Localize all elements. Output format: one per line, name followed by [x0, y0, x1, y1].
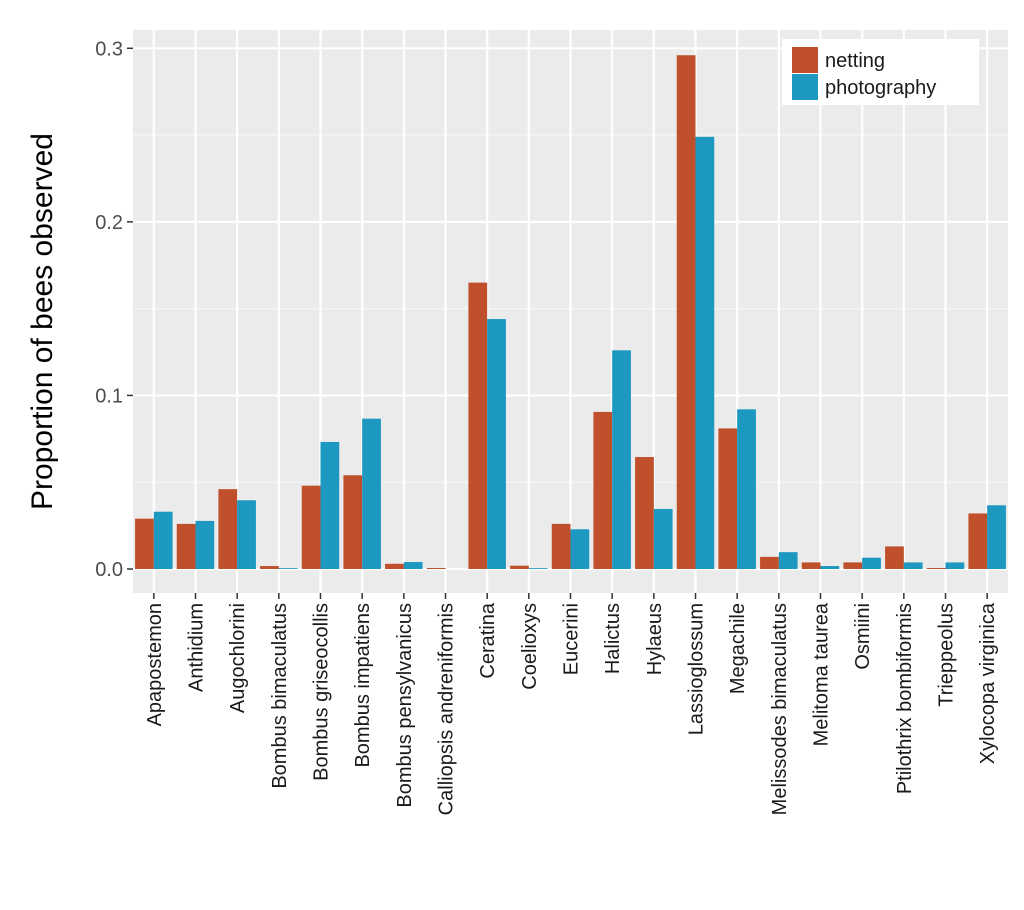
legend: netting photography [782, 39, 979, 105]
x-tick-label: Lassioglossum [686, 603, 708, 735]
x-tick-label: Bombus griseocollis [311, 603, 333, 781]
bar-netting-bombus-bimaculatus [260, 566, 279, 569]
y-tick-label: 0.1 [95, 385, 123, 407]
bar-photography-ceratina [487, 319, 506, 569]
x-tick-label: Anthidium [186, 603, 208, 692]
bar-netting-megachile [718, 428, 738, 569]
bar-netting-eucerini [551, 523, 571, 569]
bar-photography-bombus-griseocollis [320, 441, 340, 569]
bar-photography-hylaeus [653, 508, 673, 569]
bar-photography-augochlorini [237, 500, 256, 569]
x-tick-label: Osmiini [852, 603, 874, 670]
x-tick-label: Megachile [727, 603, 749, 694]
x-tick-label: Coelioxys [519, 603, 541, 690]
bar-photography-megachile [737, 409, 756, 569]
bar-netting-trieppeolus [926, 567, 946, 569]
legend-label-netting: netting [825, 50, 885, 72]
bar-photography-bombus-impatiens [362, 418, 381, 569]
y-tick-label: 0.3 [95, 38, 123, 60]
x-tick-label: Eucerini [561, 603, 583, 675]
y-axis: 0.0 0.1 0.2 0.3 [95, 38, 133, 581]
bar-photography-bombus-bimaculatus [278, 568, 298, 569]
legend-key-netting [792, 47, 818, 73]
bar-netting-bombus-impatiens [343, 475, 363, 569]
x-tick-label: Hylaeus [644, 603, 666, 675]
y-tick-label: 0.0 [95, 559, 123, 581]
x-tick-label: Bombus impatiens [352, 603, 374, 768]
x-tick-label: Augochlorini [227, 603, 249, 713]
bar-photography-ptilothrix-bombiformis [903, 562, 923, 569]
bar-photography-halictus [612, 350, 631, 569]
x-tick-label: Bombus pensylvanicus [394, 603, 416, 808]
x-tick-label: Calliopsis andreniformis [436, 603, 458, 815]
x-tick-label: Halictus [602, 603, 624, 674]
bar-netting-hylaeus [635, 457, 654, 569]
bar-photography-osmiini [862, 557, 881, 569]
bar-netting-apapostemon [135, 518, 154, 569]
legend-key-photography [792, 74, 818, 100]
bar-photography-lassioglossum [695, 136, 715, 569]
x-axis: Apapostemon Anthidium Augochlorini Bombus b… [144, 593, 999, 815]
x-tick-label: Apapostemon [144, 603, 166, 726]
bar-photography-melissodes-bimaculatus [778, 552, 798, 569]
bar-netting-lassioglossum [676, 55, 696, 570]
bar-netting-osmiini [843, 562, 863, 569]
bar-photography-bombus-pensylvanicus [403, 562, 423, 569]
x-tick-label: Trieppeolus [936, 603, 958, 707]
bar-netting-coelioxys [510, 565, 529, 569]
bar-photography-eucerini [570, 529, 590, 569]
bar-photography-xylocopa-virginica [987, 505, 1006, 569]
bar-netting-anthidium [176, 523, 196, 569]
bar-netting-ceratina [468, 282, 488, 569]
bar-netting-melissodes-bimaculatus [760, 556, 779, 569]
bar-netting-ptilothrix-bombiformis [885, 546, 904, 569]
x-tick-label: Xylocopa virginica [977, 602, 999, 764]
bar-photography-coelioxys [528, 568, 548, 569]
bar-netting-halictus [593, 411, 613, 569]
bar-netting-bombus-pensylvanicus [385, 563, 404, 569]
bar-netting-xylocopa-virginica [968, 513, 988, 569]
bar-netting-augochlorini [218, 489, 238, 569]
x-tick-label: Melitoma taurea [811, 602, 833, 746]
x-tick-label: Melissodes bimaculatus [769, 603, 791, 815]
bar-netting-melitoma-taurea [801, 562, 821, 569]
x-tick-label: Ceratina [477, 602, 499, 678]
bar-netting-bombus-griseocollis [301, 485, 321, 569]
x-tick-label: Bombus bimaculatus [269, 603, 291, 789]
legend-label-photography: photography [825, 77, 936, 99]
bars [135, 55, 1006, 570]
bar-netting-calliopsis-andreniformis [426, 567, 446, 569]
bar-photography-anthidium [195, 520, 215, 569]
y-tick-label: 0.2 [95, 212, 123, 234]
y-axis-title: Proportion of bees observed [26, 133, 59, 510]
x-tick-label: Ptilothrix bombiformis [894, 603, 916, 794]
bar-photography-apapostemon [153, 511, 173, 569]
bar-photography-melitoma-taurea [820, 566, 840, 569]
bar-photography-trieppeolus [945, 562, 965, 569]
